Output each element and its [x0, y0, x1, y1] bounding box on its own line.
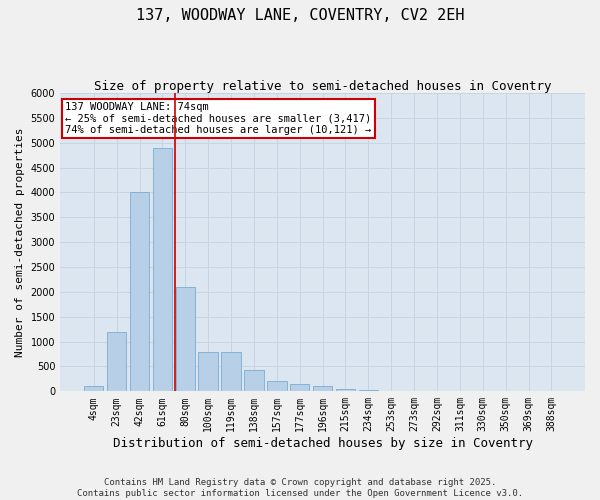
Bar — [107, 332, 127, 392]
Bar — [84, 386, 103, 392]
Bar — [221, 352, 241, 392]
Text: 137, WOODWAY LANE, COVENTRY, CV2 2EH: 137, WOODWAY LANE, COVENTRY, CV2 2EH — [136, 8, 464, 22]
Title: Size of property relative to semi-detached houses in Coventry: Size of property relative to semi-detach… — [94, 80, 551, 93]
Bar — [267, 382, 287, 392]
Bar — [336, 389, 355, 392]
Bar — [176, 287, 195, 392]
Bar — [199, 352, 218, 392]
Text: Contains HM Land Registry data © Crown copyright and database right 2025.
Contai: Contains HM Land Registry data © Crown c… — [77, 478, 523, 498]
Bar — [313, 386, 332, 392]
Bar — [290, 384, 310, 392]
Text: 137 WOODWAY LANE: 74sqm
← 25% of semi-detached houses are smaller (3,417)
74% of: 137 WOODWAY LANE: 74sqm ← 25% of semi-de… — [65, 102, 371, 135]
Bar — [359, 390, 378, 392]
Bar — [130, 192, 149, 392]
Bar — [152, 148, 172, 392]
Bar — [244, 370, 263, 392]
Y-axis label: Number of semi-detached properties: Number of semi-detached properties — [15, 128, 25, 357]
X-axis label: Distribution of semi-detached houses by size in Coventry: Distribution of semi-detached houses by … — [113, 437, 533, 450]
